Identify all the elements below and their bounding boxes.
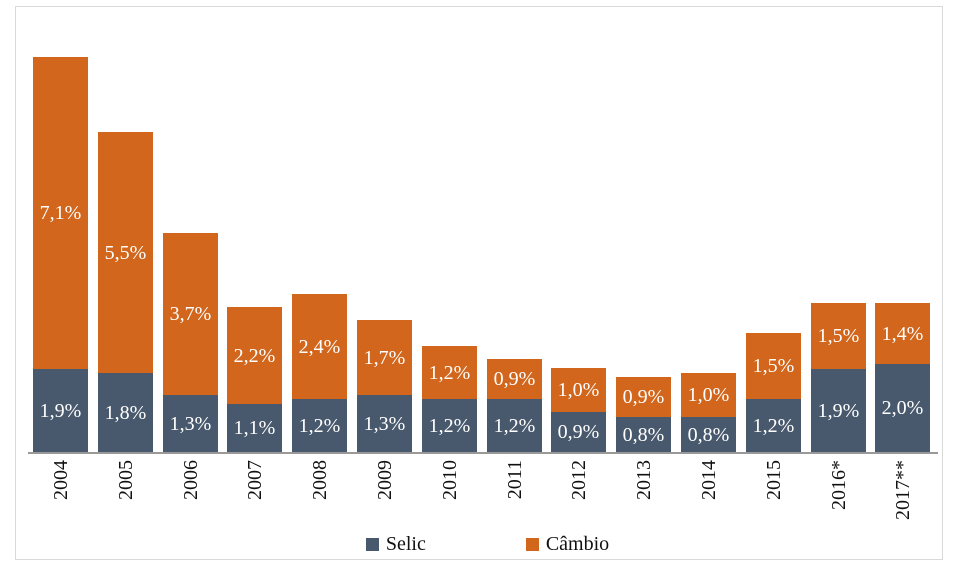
bar-segment-selic-2009: 1,3% — [357, 395, 412, 452]
bar-segment-selic-2006: 1,3% — [163, 395, 218, 452]
bar-segment-selic-2014: 0,8% — [681, 417, 736, 452]
bar-value-label: 1,7% — [363, 346, 406, 369]
x-axis-label-2010: 2010 — [438, 460, 461, 500]
bar-value-label: 1,0% — [687, 384, 730, 406]
bar-value-label: 1,1% — [233, 417, 276, 439]
x-axis-label-2007: 2007 — [243, 460, 266, 500]
bar-value-label: 0,8% — [687, 423, 730, 446]
x-axis-label-2008: 2008 — [308, 460, 331, 500]
bar-value-label: 1,2% — [428, 414, 471, 437]
bar-segment-cambio-2004: 7,1% — [33, 57, 88, 369]
bar-segment-selic-2005: 1,8% — [98, 373, 153, 452]
bar-segment-selic-2012: 0,9% — [551, 412, 606, 452]
bar-segment-cambio-2011: 0,9% — [487, 359, 542, 399]
x-axis-label-2012: 2012 — [567, 460, 590, 500]
bar-value-label: 1,2% — [752, 414, 795, 437]
legend-label-selic: Selic — [385, 532, 426, 555]
legend-swatch-cambio-icon — [525, 537, 539, 551]
bar-value-label: 1,8% — [104, 401, 147, 424]
legend-item-cambio: Câmbio — [525, 532, 610, 556]
bar-segment-selic-2004: 1,9% — [33, 369, 88, 452]
x-axis-label-2017-: 2017** — [891, 460, 914, 520]
bar-segment-cambio-2009: 1,7% — [357, 320, 412, 395]
bar-value-label: 1,2% — [298, 414, 341, 437]
bar-value-label: 1,2% — [428, 361, 471, 384]
bar-segment-selic-2008: 1,2% — [292, 399, 347, 452]
x-axis-label-2013: 2013 — [632, 460, 655, 500]
x-axis-line — [28, 452, 938, 454]
bar-value-label: 1,3% — [169, 412, 212, 435]
legend-label-cambio: Câmbio — [545, 532, 610, 555]
bar-value-label: 2,2% — [233, 344, 276, 367]
bar-segment-cambio-2014: 1,0% — [681, 373, 736, 417]
bar-segment-cambio-2017-: 1,4% — [875, 303, 930, 364]
bar-value-label: 0,8% — [622, 423, 665, 446]
x-axis-label-2009: 2009 — [373, 460, 396, 500]
bar-value-label: 2,4% — [298, 335, 341, 358]
bar-segment-cambio-2013: 0,9% — [616, 377, 671, 417]
bar-value-label: 2,0% — [881, 397, 924, 419]
bar-value-label: 7,1% — [39, 202, 82, 224]
bar-segment-cambio-2016-: 1,5% — [811, 303, 866, 369]
x-axis-label-2015: 2015 — [762, 460, 785, 500]
bar-value-label: 3,7% — [169, 303, 212, 325]
bar-segment-cambio-2015: 1,5% — [746, 333, 801, 399]
bar-segment-cambio-2012: 1,0% — [551, 368, 606, 412]
x-axis-label-2005: 2005 — [114, 460, 137, 500]
x-axis-label-2011: 2011 — [503, 460, 526, 500]
bar-segment-selic-2017-: 2,0% — [875, 364, 930, 452]
bar-value-label: 1,5% — [817, 325, 860, 347]
bar-segment-selic-2016-: 1,9% — [811, 369, 866, 452]
x-axis-label-2016-: 2016* — [827, 460, 850, 510]
bar-value-label: 1,0% — [557, 379, 600, 401]
bar-segment-selic-2013: 0,8% — [616, 417, 671, 452]
bar-value-label: 5,5% — [104, 241, 147, 264]
bar-segment-cambio-2007: 2,2% — [227, 307, 282, 404]
x-axis-label-2006: 2006 — [179, 460, 202, 500]
bar-segment-selic-2010: 1,2% — [422, 399, 477, 452]
bar-value-label: 0,9% — [493, 368, 536, 390]
bar-value-label: 1,9% — [39, 399, 82, 422]
bar-segment-cambio-2006: 3,7% — [163, 233, 218, 395]
legend: Selic Câmbio — [0, 531, 975, 557]
bar-value-label: 1,9% — [817, 399, 860, 422]
x-axis-label-2004: 2004 — [49, 460, 72, 500]
bar-value-label: 0,9% — [557, 421, 600, 443]
bar-value-label: 1,5% — [752, 355, 795, 377]
bar-segment-cambio-2008: 2,4% — [292, 294, 347, 399]
bar-segment-selic-2015: 1,2% — [746, 399, 801, 452]
bar-segment-selic-2007: 1,1% — [227, 404, 282, 452]
bar-value-label: 0,9% — [622, 386, 665, 408]
bar-segment-selic-2011: 1,2% — [487, 399, 542, 452]
legend-item-selic: Selic — [365, 532, 426, 556]
bar-segment-cambio-2010: 1,2% — [422, 346, 477, 399]
bar-segment-cambio-2005: 5,5% — [98, 132, 153, 373]
x-axis-label-2014: 2014 — [697, 460, 720, 500]
bar-value-label: 1,3% — [363, 412, 406, 435]
legend-swatch-selic-icon — [365, 537, 379, 551]
bar-value-label: 1,2% — [493, 414, 536, 437]
bar-value-label: 1,4% — [881, 322, 924, 345]
